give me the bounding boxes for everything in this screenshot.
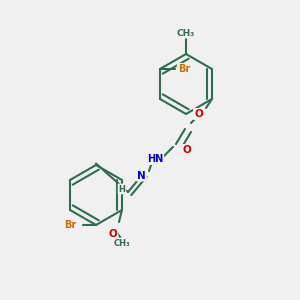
Text: Br: Br: [178, 64, 190, 74]
Text: CH₃: CH₃: [114, 238, 130, 247]
Text: N: N: [137, 170, 146, 181]
Text: H: H: [118, 184, 125, 194]
Text: O: O: [109, 229, 117, 239]
Text: O: O: [182, 145, 191, 155]
Text: O: O: [194, 109, 203, 119]
Text: HN: HN: [147, 154, 163, 164]
Text: Br: Br: [64, 220, 76, 230]
Text: CH₃: CH₃: [177, 28, 195, 38]
